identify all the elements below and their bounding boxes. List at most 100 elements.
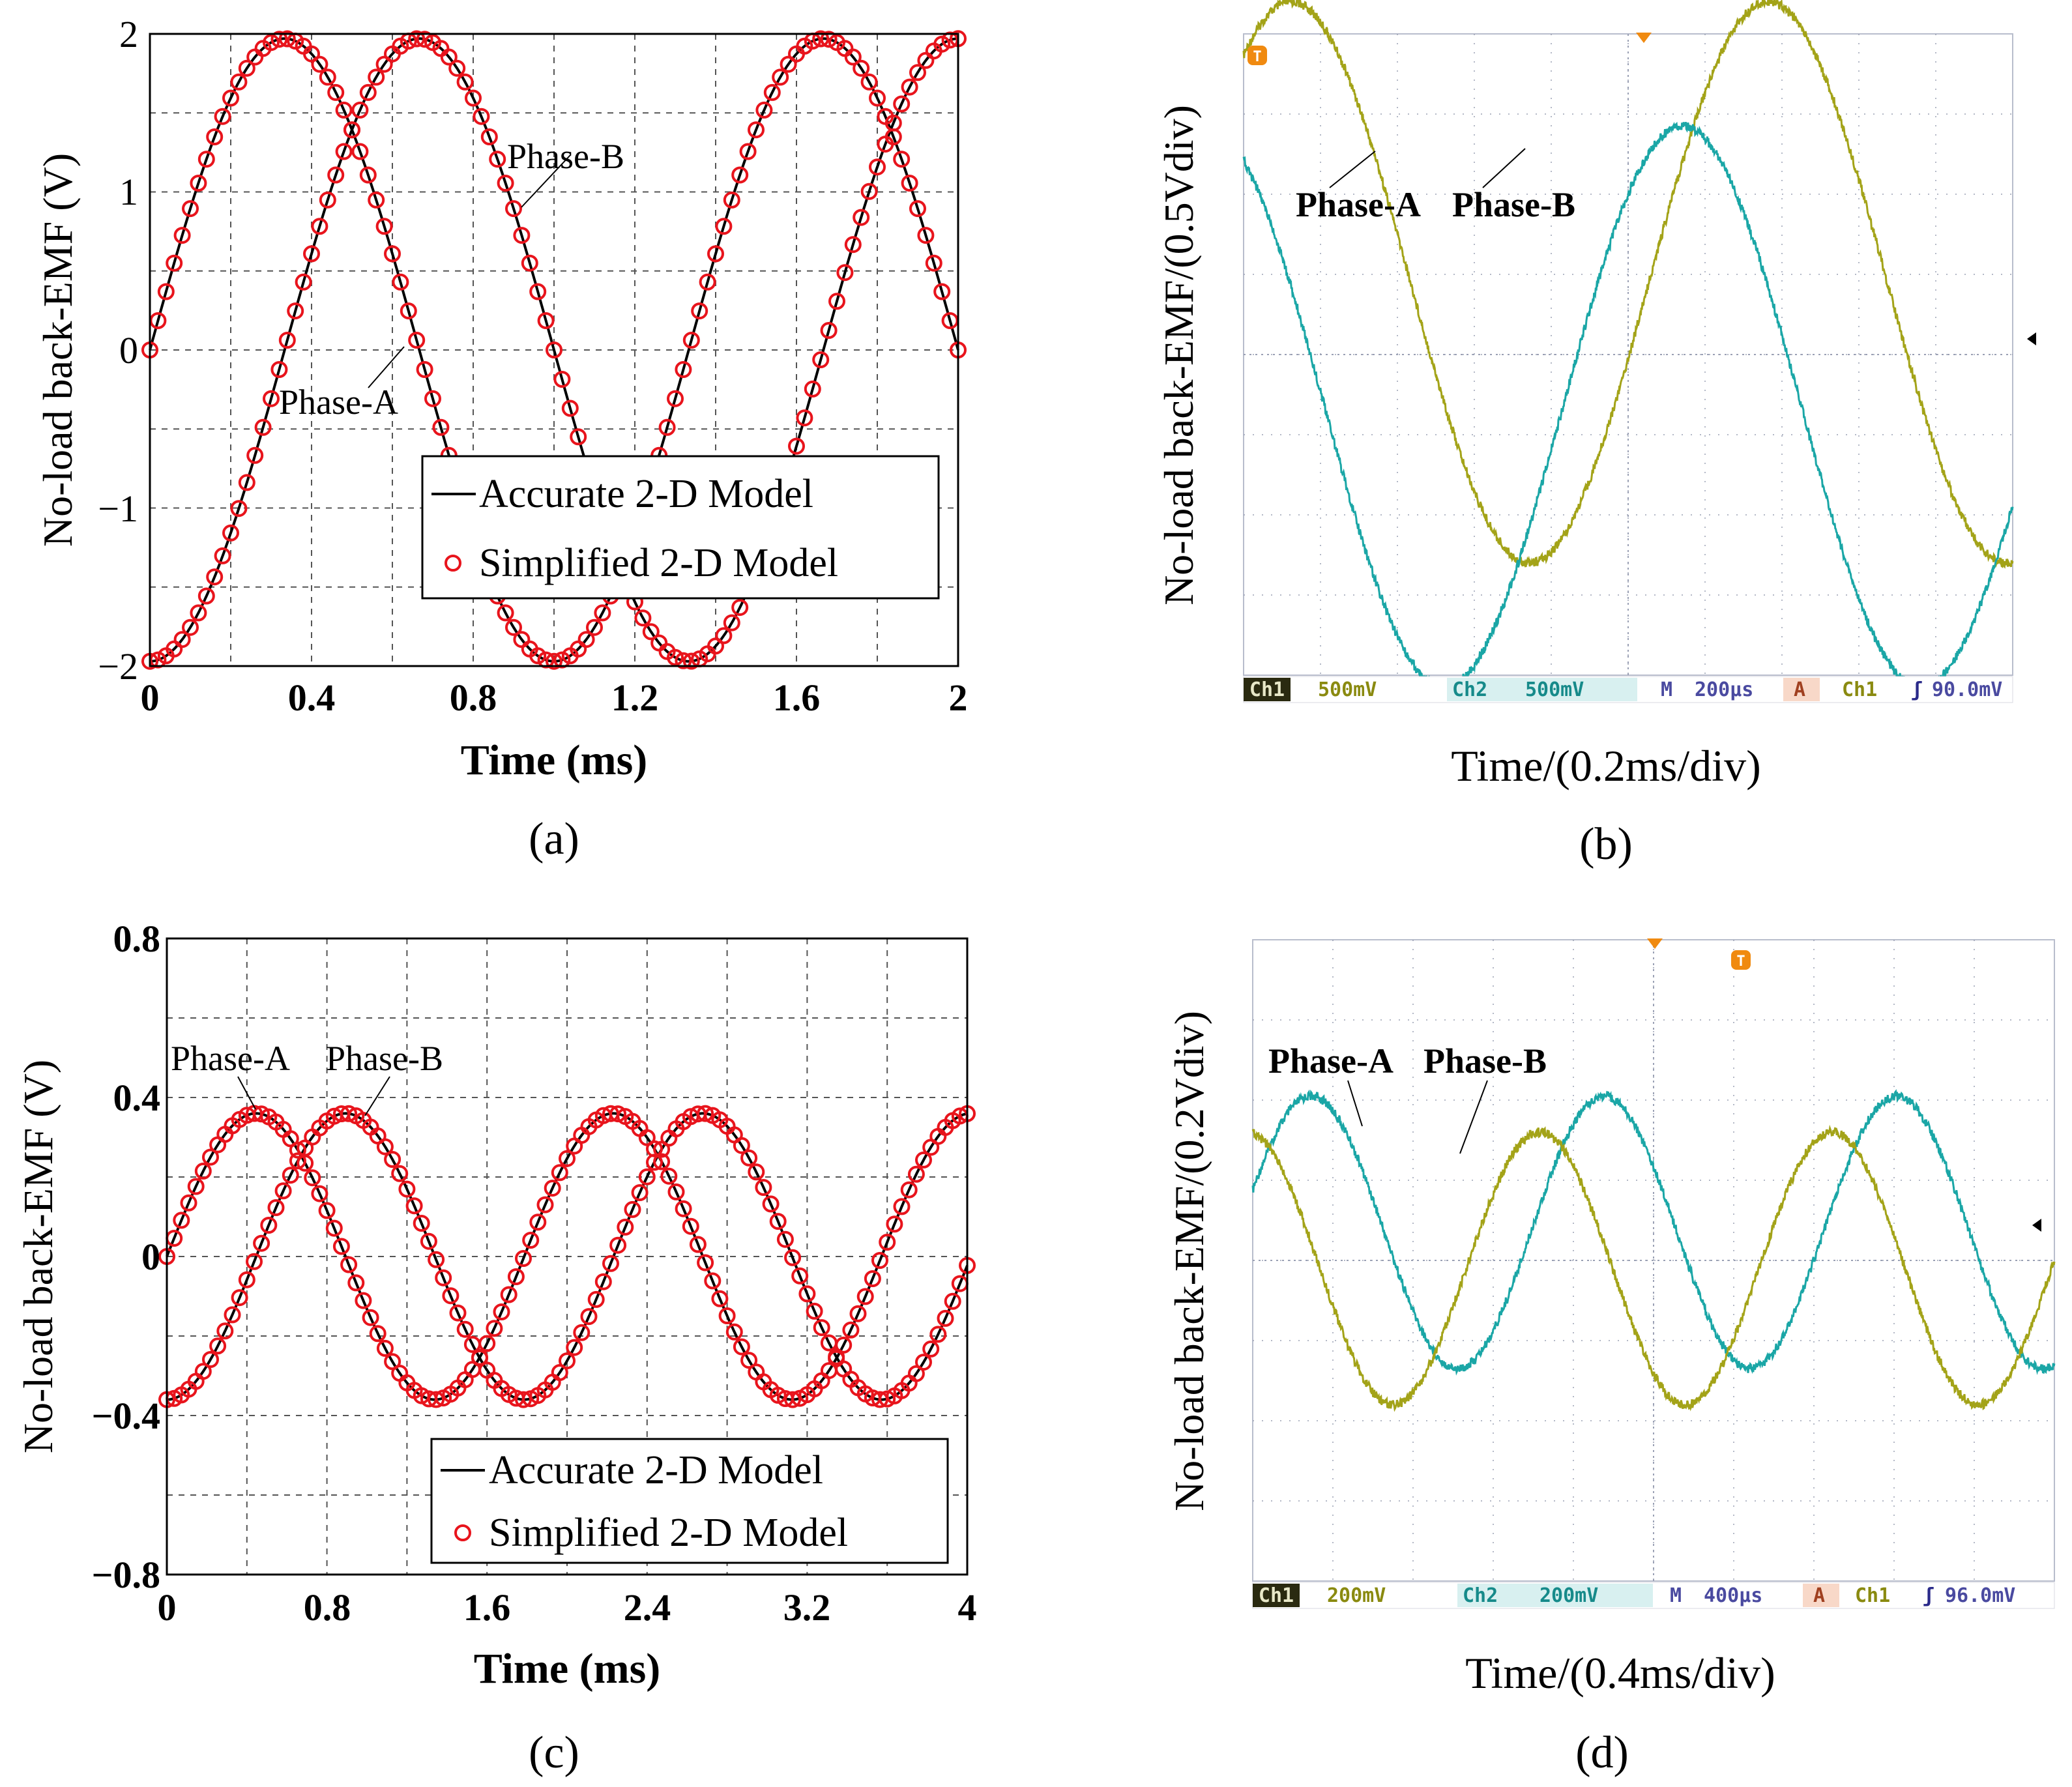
a-series-phase-b-marker — [812, 351, 830, 368]
a-series-phase-a-marker — [335, 101, 353, 119]
c-series-phase-a-marker — [428, 1391, 445, 1408]
c-series-phase-b-marker — [442, 1287, 460, 1305]
c-series-phase-b-marker — [748, 1163, 765, 1181]
a-series-phase-b-line — [150, 37, 958, 663]
c-series-phase-b-marker — [776, 1230, 794, 1248]
c-ytick-3: −0.4 — [91, 1395, 160, 1437]
a-xtick-2: 0.8 — [450, 676, 497, 719]
c-series-phase-a-marker — [536, 1196, 554, 1213]
a-series-phase-a-marker — [869, 89, 886, 107]
b-trace-phase-b — [1242, 121, 2014, 695]
a-series-phase-a-marker — [408, 332, 426, 349]
c-series-phase-a-marker — [886, 1215, 903, 1233]
c-series-phase-b-marker — [384, 1151, 401, 1168]
c-series-phase-a-marker — [318, 1202, 336, 1219]
a-series-phase-b-marker — [448, 59, 466, 77]
a-series-phase-b-marker — [465, 89, 482, 107]
b-trace-phase-a — [1242, 0, 2014, 569]
b-x-axis-label: Time/(0.2ms/div) — [1451, 741, 1760, 791]
a-phase-a-leader — [368, 346, 405, 388]
c-series-phase-a-marker — [304, 1169, 321, 1187]
a-series-phase-a-marker — [675, 361, 692, 378]
a-ytick-4: −2 — [98, 645, 138, 688]
c-series-phase-b-marker — [755, 1179, 772, 1196]
a-series-phase-a-marker — [375, 218, 393, 235]
c-series-phase-b-marker — [624, 1200, 641, 1218]
d-trig-level: 96.0mV — [1945, 1584, 2015, 1607]
c-series-phase-a-marker — [725, 1323, 743, 1341]
c-series-phase-b-marker — [282, 1167, 299, 1184]
c-xtick-2: 1.6 — [463, 1586, 511, 1629]
d-curves — [1251, 1089, 2056, 1412]
c-series-phase-a-marker — [682, 1217, 699, 1235]
d-ch1-scale: 200mV — [1327, 1584, 1386, 1607]
b-ch2-label: Ch2 — [1452, 678, 1487, 701]
a-series-phase-b-marker — [561, 400, 579, 417]
d-trace-phase-b — [1251, 1124, 2056, 1412]
c-series-phase-b-marker — [398, 1180, 416, 1198]
c-ytick-4: −0.8 — [91, 1554, 160, 1596]
a-series-phase-b-marker — [909, 64, 926, 81]
d-ch1-badge — [1253, 1584, 1300, 1607]
c-series-phase-b-marker — [798, 1285, 816, 1303]
a-series-phase-a-marker — [497, 604, 514, 622]
a-series-phase-b-marker — [190, 604, 207, 622]
a-series-phase-b-marker — [311, 218, 328, 235]
c-series-phase-a-marker — [369, 1325, 387, 1343]
a-series-phase-a-marker — [537, 651, 555, 669]
c-ytick-2: 0 — [141, 1236, 160, 1278]
a-series-phase-b-marker — [537, 312, 555, 329]
a-series-phase-b-marker — [521, 254, 538, 272]
a-series-phase-b-marker — [570, 428, 587, 446]
b-y-axis-label: No-load back-EMF/(0.5Vdiv) — [1156, 105, 1202, 605]
a-series-phase-b-marker — [214, 547, 231, 564]
a-series-phase-b-marker — [853, 209, 870, 226]
d-phase-b-label: Phase-B — [1423, 1041, 1547, 1081]
c-series-phase-b-marker — [929, 1326, 947, 1343]
c-phase-a-label: Phase-A — [171, 1039, 290, 1078]
b-phase-b-leader — [1482, 148, 1526, 188]
c-series-phase-b-marker — [267, 1199, 285, 1216]
d-status-bar: Ch1 200mV Ch2 200mV M 400µs A Ch1 ʃ 96.0… — [1252, 1582, 2055, 1609]
c-series-phase-a-marker — [500, 1286, 518, 1303]
a-series-phase-b-marker — [796, 409, 813, 427]
a-ytick-2: 0 — [119, 329, 138, 371]
c-series-phase-a-marker — [486, 1320, 503, 1337]
a-series-phase-a-marker — [925, 254, 942, 272]
a-y-axis-label: No-load back-EMF (V) — [35, 153, 81, 547]
a-series-phase-a-marker — [667, 390, 684, 407]
a-series-phase-b-marker — [278, 332, 296, 349]
c-series-phase-b-marker — [260, 1217, 278, 1234]
b-time-scale: 200µs — [1695, 678, 1753, 701]
a-phase-b-leader — [521, 154, 571, 208]
c-plot-frame — [166, 937, 969, 1576]
a-series-phase-b-marker — [173, 631, 191, 648]
a-series-phase-a-marker — [739, 143, 757, 160]
c-series-phase-b-marker — [806, 1302, 823, 1320]
a-series-phase-a-marker — [351, 143, 369, 160]
d-m-label: M — [1670, 1584, 1682, 1607]
a-series-phase-a-marker — [384, 245, 401, 263]
c-series-phase-b-marker — [740, 1149, 758, 1167]
a-xtick-5: 2 — [949, 676, 968, 719]
c-series-phase-b-marker — [609, 1236, 627, 1254]
c-series-phase-a-marker — [202, 1148, 219, 1166]
a-series-phase-b-marker — [416, 31, 433, 48]
a-series-phase-a-marker — [553, 651, 571, 669]
a-series-phase-b-marker — [230, 500, 248, 517]
a-series-phase-a-marker — [707, 245, 724, 263]
c-series-phase-a-marker — [667, 1183, 685, 1200]
c-phase-b-label: Phase-B — [326, 1039, 443, 1078]
c-series-phase-a-marker — [849, 1305, 867, 1322]
panel-c: 0.8 0.4 0 −0.4 −0.8 0 0.8 1.6 2.4 3.2 4 … — [15, 918, 977, 1778]
c-caption: (c) — [529, 1728, 579, 1778]
a-series-phase-a-marker — [917, 227, 935, 244]
a-series-phase-b-marker — [489, 151, 506, 168]
c-series-phase-b-marker — [922, 1340, 940, 1358]
a-series-phase-b-marker — [222, 524, 239, 542]
c-series-phase-b-marker — [566, 1339, 583, 1356]
c-series-phase-a-marker — [711, 1290, 729, 1307]
b-trig-channel: Ch1 — [1842, 678, 1877, 701]
c-xtick-1: 0.8 — [304, 1586, 351, 1629]
a-series-phase-b-marker — [505, 200, 522, 218]
